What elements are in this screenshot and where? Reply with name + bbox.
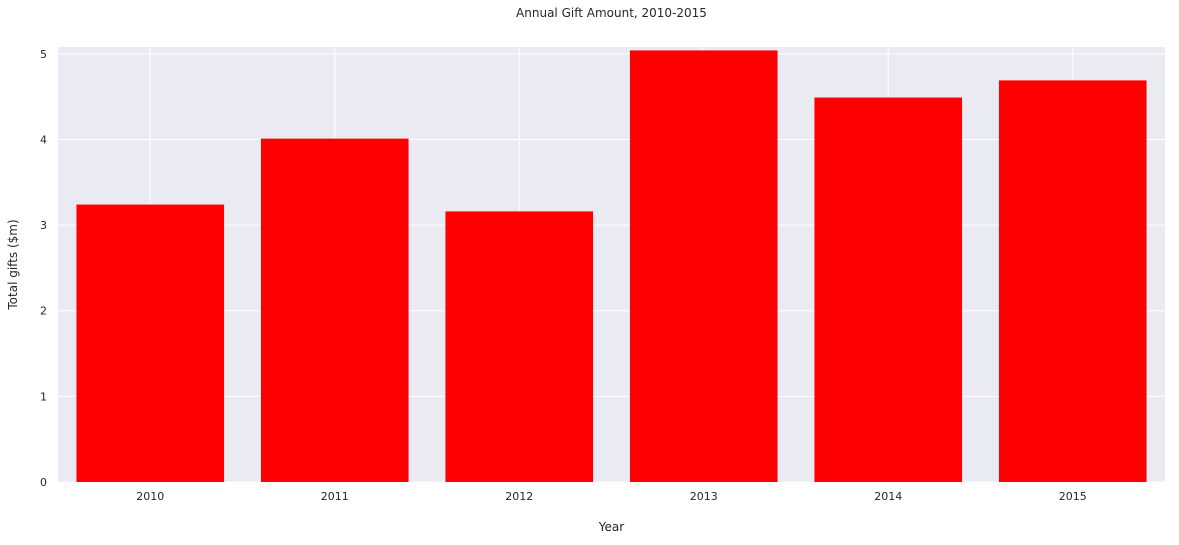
bar-2011 (260, 138, 409, 482)
x-tick-label: 2010 (136, 490, 164, 503)
bar-2012 (445, 211, 594, 482)
bars (76, 50, 1147, 483)
y-tick-label: 2 (40, 305, 47, 318)
y-tick-label: 1 (40, 390, 47, 403)
x-tick-labels: 2010 2011 2012 2013 2014 2015 (136, 490, 1087, 503)
bar-2013 (629, 50, 778, 482)
x-tick-label: 2012 (505, 490, 533, 503)
bar-2010 (76, 204, 225, 482)
bar-2015 (998, 80, 1147, 483)
y-tick-label: 4 (40, 133, 47, 146)
x-tick-label: 2014 (874, 490, 902, 503)
bar-2014 (814, 97, 963, 482)
x-tick-label: 2015 (1059, 490, 1087, 503)
plot-area (58, 47, 1165, 482)
x-tick-label: 2011 (321, 490, 349, 503)
y-tick-label: 3 (40, 219, 47, 232)
x-axis-label: Year (598, 520, 624, 534)
chart-title: Annual Gift Amount, 2010-2015 (516, 6, 707, 20)
y-tick-label: 0 (40, 476, 47, 489)
x-tick-label: 2013 (690, 490, 718, 503)
y-axis-label: Total gifts ($m) (6, 219, 20, 310)
y-tick-label: 5 (40, 48, 47, 61)
y-tick-labels: 0 1 2 3 4 5 (40, 48, 47, 489)
